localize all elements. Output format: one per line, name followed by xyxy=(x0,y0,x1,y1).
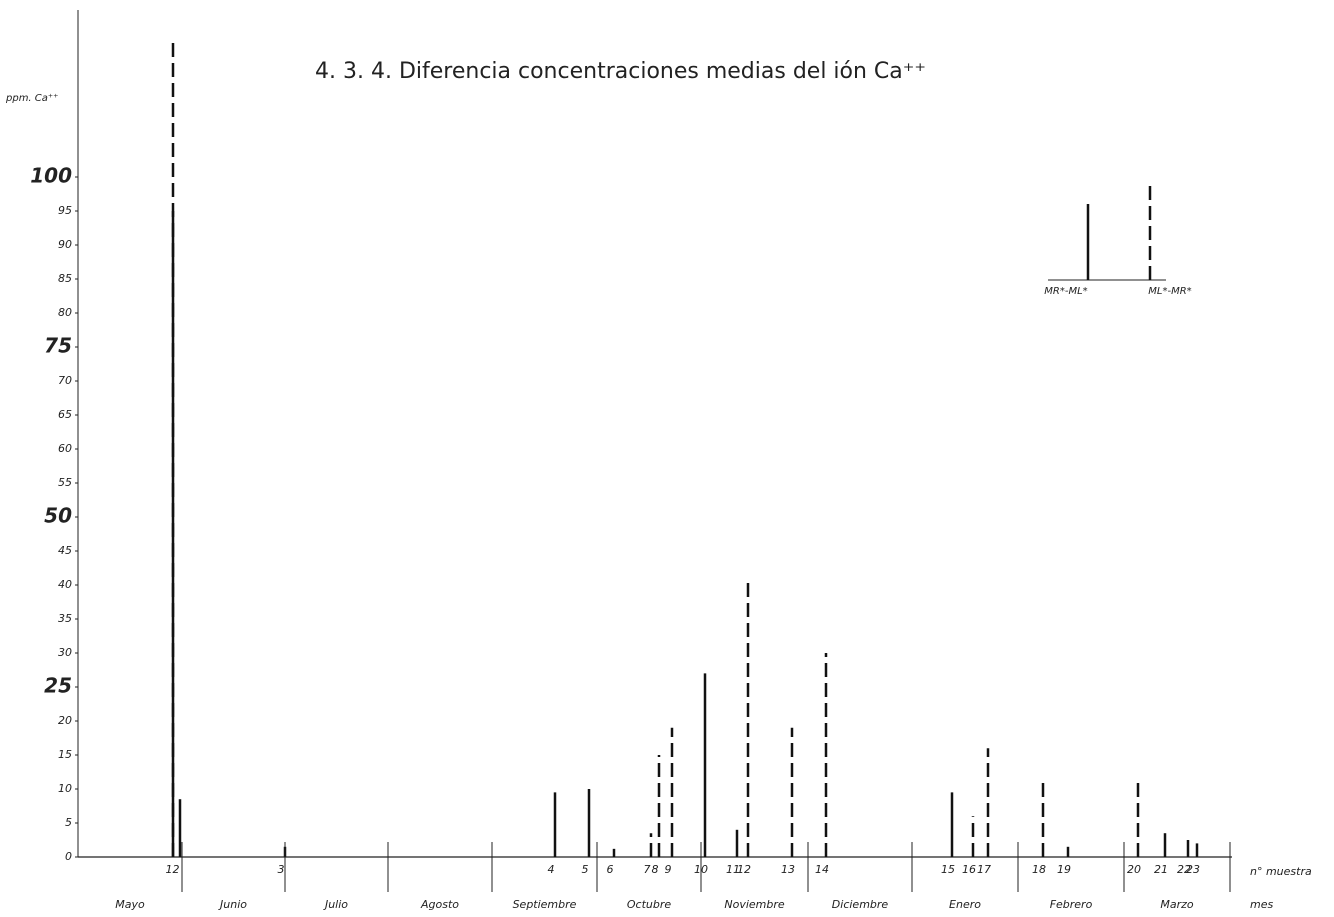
y-tick-label: 40 xyxy=(58,578,72,591)
month-label: Enero xyxy=(949,898,981,911)
x-tick-label: 5 xyxy=(582,863,589,876)
x-tick-label: 8 xyxy=(652,863,659,876)
x-tick-label: 1 xyxy=(166,863,173,876)
y-tick-label: 45 xyxy=(58,544,72,557)
x-tick-label: 2 xyxy=(173,863,180,876)
y-tick-label: 95 xyxy=(58,204,72,217)
x-tick-label: 23 xyxy=(1186,863,1200,876)
month-label: Mayo xyxy=(115,898,145,911)
x-tick-label: 6 xyxy=(607,863,614,876)
legend-label: ML*-MR* xyxy=(1148,286,1191,297)
x-tick-label: 15 xyxy=(941,863,955,876)
month-label: Diciembre xyxy=(832,898,889,911)
month-label: Agosto xyxy=(420,898,459,911)
y-tick-label: 35 xyxy=(58,612,72,625)
x-tick-label: 4 xyxy=(548,863,555,876)
y-tick-label: 5 xyxy=(65,816,72,829)
x-tick-label: 12 xyxy=(737,863,751,876)
month-label: Marzo xyxy=(1160,898,1194,911)
y-tick-label: 80 xyxy=(58,306,72,319)
y-tick-label: 55 xyxy=(58,476,72,489)
x-tick-label: 17 xyxy=(977,863,991,876)
month-label: Septiembre xyxy=(513,898,577,911)
month-label: Noviembre xyxy=(724,898,785,911)
x-tick-label: 16 xyxy=(962,863,976,876)
x-axis-label: n° muestra xyxy=(1250,865,1312,878)
month-label: Octubre xyxy=(627,898,671,911)
y-tick-label: 85 xyxy=(58,272,72,285)
month-label: Junio xyxy=(218,898,247,911)
x-tick-label: 21 xyxy=(1154,863,1168,876)
y-tick-label: 100 xyxy=(30,164,72,188)
x-tick-label: 7 xyxy=(644,863,651,876)
month-axis-label: mes xyxy=(1250,898,1273,911)
x-tick-label: 11 xyxy=(726,863,740,876)
x-tick-label: 14 xyxy=(815,863,829,876)
month-label: Julio xyxy=(323,898,348,911)
y-tick-label: 10 xyxy=(58,782,72,795)
y-tick-label: 50 xyxy=(44,504,72,528)
y-tick-label: 65 xyxy=(58,408,72,421)
x-tick-label: 9 xyxy=(665,863,672,876)
legend-label: MR*-ML* xyxy=(1044,286,1087,297)
y-tick-label: 15 xyxy=(58,748,72,761)
y-tick-label: 20 xyxy=(58,714,72,727)
y-axis-label: ppm. Ca⁺⁺ xyxy=(5,93,58,104)
x-tick-label: 22 xyxy=(1177,863,1191,876)
x-tick-label: 19 xyxy=(1057,863,1071,876)
x-tick-label: 13 xyxy=(781,863,795,876)
y-tick-label: 90 xyxy=(58,238,72,251)
y-tick-label: 70 xyxy=(58,374,72,387)
x-tick-label: 3 xyxy=(278,863,285,876)
x-tick-label: 20 xyxy=(1127,863,1141,876)
y-tick-label: 25 xyxy=(44,674,72,698)
y-tick-label: 0 xyxy=(65,850,72,863)
chart-title: 4. 3. 4. Diferencia concentraciones medi… xyxy=(315,59,926,84)
month-label: Febrero xyxy=(1050,898,1093,911)
y-tick-label: 30 xyxy=(58,646,72,659)
x-tick-label: 18 xyxy=(1032,863,1046,876)
y-tick-label: 75 xyxy=(44,334,72,358)
y-tick-label: 60 xyxy=(58,442,72,455)
